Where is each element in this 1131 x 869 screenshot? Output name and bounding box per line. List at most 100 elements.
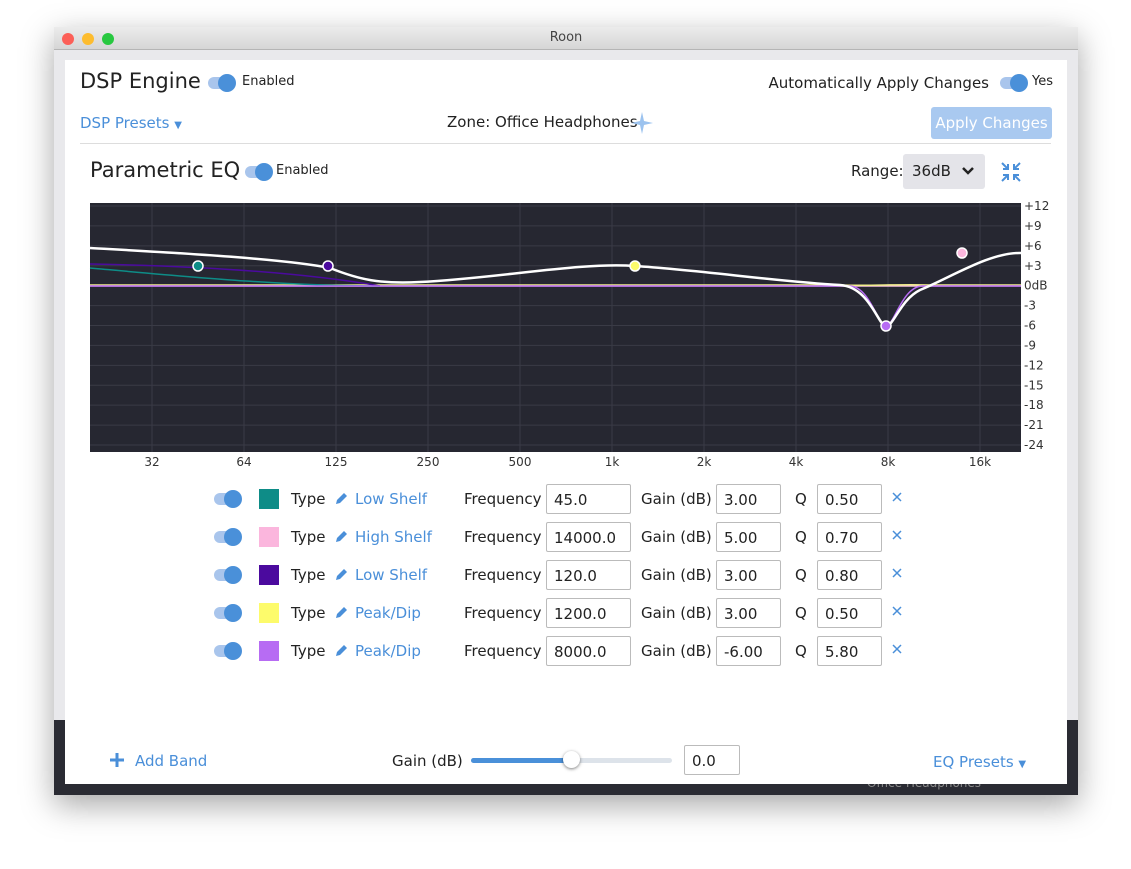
zone: Zone: Office Headphones (447, 113, 638, 131)
graph-background (90, 203, 1021, 452)
pencil (336, 569, 347, 580)
range-value: 36dB (912, 162, 951, 180)
remove-icon (892, 606, 902, 616)
slider-knob[interactable] (563, 751, 580, 768)
gain-label: Gain (dB) (641, 642, 712, 660)
dsp-title: DSP Engine (80, 69, 201, 93)
chevron (962, 167, 974, 175)
q-label: Q (795, 642, 807, 660)
eq-presets-label: EQ Presets (933, 753, 1014, 771)
gain-input[interactable]: 3.00 (716, 560, 781, 590)
frequency-label: Frequency (464, 490, 542, 508)
band-curve (89, 263, 381, 287)
frequency-label: Frequency (464, 528, 542, 546)
band-curve (90, 283, 1021, 287)
q-input[interactable]: 0.50 (817, 598, 882, 628)
q-input[interactable]: 5.80 (817, 636, 882, 666)
dsp-presets-label: DSP Presets (80, 114, 170, 132)
range-label: Range: (851, 162, 904, 180)
gain-input[interactable]: 0.0 (684, 745, 740, 775)
remove-band[interactable] (891, 567, 903, 583)
eq-presets[interactable]: EQ Presets ▼ (933, 753, 1027, 771)
frequency-label: Frequency (464, 642, 542, 660)
gain-label: Gain (dB) (392, 752, 463, 770)
pencil-icon[interactable] (334, 605, 349, 624)
frequency-input[interactable]: 14000.0 (546, 522, 631, 552)
color-swatch[interactable] (259, 565, 279, 585)
apply-label: Apply Changes (935, 114, 1048, 132)
y-label: -9 (1024, 338, 1036, 352)
gain-input[interactable]: 3.00 (716, 484, 781, 514)
toggle[interactable] (214, 490, 242, 508)
toggle[interactable] (208, 74, 236, 92)
x-label: 125 (325, 455, 348, 469)
pencil-icon[interactable] (334, 643, 349, 662)
frequency-input[interactable]: 1200.0 (546, 598, 631, 628)
toggle[interactable] (214, 528, 242, 546)
remove-band[interactable] (891, 491, 903, 507)
x-label: 1k (605, 455, 620, 469)
toggle[interactable] (245, 163, 273, 181)
remove-icon (892, 644, 902, 654)
pencil-icon[interactable] (334, 567, 349, 586)
remove-band[interactable] (891, 529, 903, 545)
y-label: +9 (1024, 219, 1042, 233)
color-swatch[interactable] (259, 489, 279, 509)
gain-input[interactable]: -6.00 (716, 636, 781, 666)
x-label: 4k (789, 455, 804, 469)
type-value[interactable]: Low Shelf (355, 490, 428, 508)
x-label: 64 (236, 455, 251, 469)
dsp-presets[interactable]: DSP Presets ▼ (80, 114, 182, 132)
q-input[interactable]: 0.70 (817, 522, 882, 552)
pencil-icon[interactable] (334, 491, 349, 510)
divider (80, 143, 1051, 144)
pencil (336, 645, 347, 656)
color-swatch[interactable] (259, 641, 279, 661)
x-label: 500 (509, 455, 532, 469)
remove-icon (892, 530, 902, 540)
add-icon[interactable] (109, 752, 125, 768)
band-handle (956, 247, 968, 259)
type-label: Type (291, 490, 326, 508)
frequency-input[interactable]: 120.0 (546, 560, 631, 590)
toggle[interactable] (1000, 74, 1028, 92)
pencil-icon[interactable] (334, 529, 349, 548)
q-input[interactable]: 0.50 (817, 484, 882, 514)
gain-label: Gain (dB) (641, 528, 712, 546)
minimize-button[interactable] (82, 33, 94, 45)
x-label: 2k (697, 455, 712, 469)
enabled-label: Enabled (242, 74, 295, 89)
remove-band[interactable] (891, 643, 903, 659)
pencil (336, 493, 347, 504)
frequency-input[interactable]: 8000.0 (546, 636, 631, 666)
add-band[interactable]: Add Band (135, 752, 208, 770)
remove-band[interactable] (891, 605, 903, 621)
apply-button[interactable]: Apply Changes (931, 107, 1052, 139)
q-input[interactable]: 0.80 (817, 560, 882, 590)
remove-icon (892, 568, 902, 578)
close-button[interactable] (62, 33, 74, 45)
y-label: +6 (1024, 239, 1042, 253)
toggle[interactable] (214, 642, 242, 660)
toggle[interactable] (214, 566, 242, 584)
range-dropdown[interactable]: 36dB (903, 154, 985, 189)
color-swatch[interactable] (259, 603, 279, 623)
type-value[interactable]: High Shelf (355, 528, 432, 546)
gain-input[interactable]: 3.00 (716, 598, 781, 628)
band-handle (192, 260, 204, 272)
y-label: -6 (1024, 319, 1036, 333)
toggle[interactable] (214, 604, 242, 622)
x-label: 16k (969, 455, 991, 469)
gain-input[interactable]: 5.00 (716, 522, 781, 552)
collapse-icon[interactable] (1000, 161, 1022, 183)
type-value[interactable]: Peak/Dip (355, 604, 421, 622)
frequency-input[interactable]: 45.0 (546, 484, 631, 514)
type-value[interactable]: Low Shelf (355, 566, 428, 584)
type-value[interactable]: Peak/Dip (355, 642, 421, 660)
zoom-button[interactable] (102, 33, 114, 45)
color-swatch[interactable] (259, 527, 279, 547)
q-label: Q (795, 528, 807, 546)
frequency-label: Frequency (464, 566, 542, 584)
x-label: 8k (881, 455, 896, 469)
